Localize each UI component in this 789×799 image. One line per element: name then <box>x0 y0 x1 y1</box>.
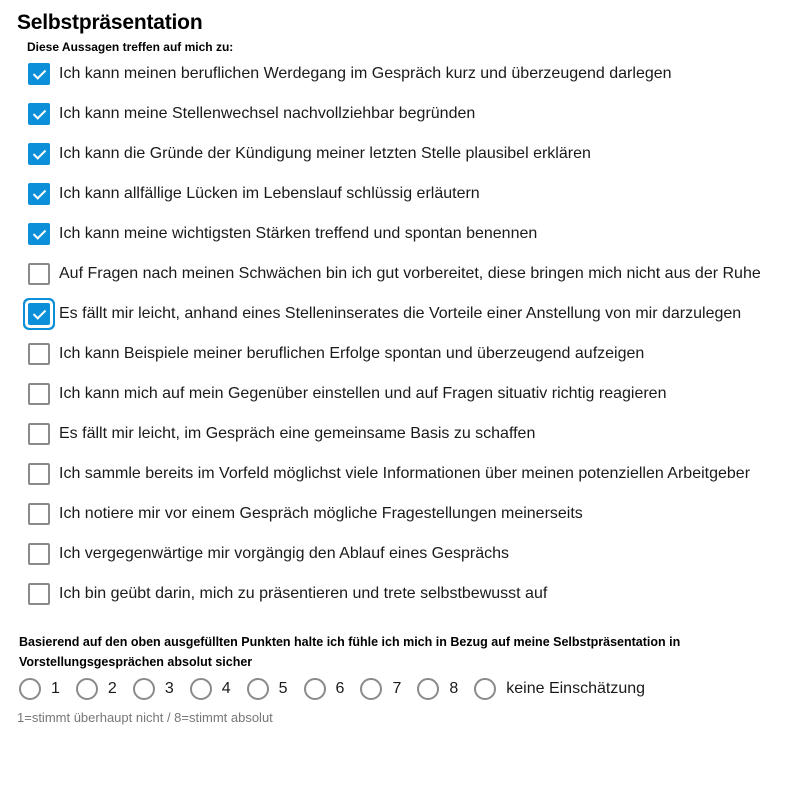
checklist-item[interactable]: Ich kann allfällige Lücken im Lebenslauf… <box>17 182 789 222</box>
checklist-item-label: Ich kann meinen beruflichen Werdegang im… <box>59 65 672 82</box>
rating-option-label: 7 <box>392 680 402 697</box>
rating-option[interactable]: 5 <box>246 678 288 700</box>
checkbox-checked[interactable] <box>28 183 50 205</box>
rating-option-label: 2 <box>107 680 117 697</box>
rating-option-label: 3 <box>164 680 174 697</box>
checklist-item-label: Ich kann allfällige Lücken im Lebenslauf… <box>59 185 480 202</box>
checklist-item[interactable]: Auf Fragen nach meinen Schwächen bin ich… <box>17 262 789 302</box>
checklist-item-label: Auf Fragen nach meinen Schwächen bin ich… <box>59 265 761 282</box>
checkbox-checked[interactable] <box>28 63 50 85</box>
checklist-item[interactable]: Es fällt mir leicht, im Gespräch eine ge… <box>17 422 789 462</box>
checklist-item-label: Ich kann meine Stellenwechsel nachvollzi… <box>59 105 476 122</box>
checklist-item[interactable]: Ich kann Beispiele meiner beruflichen Er… <box>17 342 789 382</box>
radio-button[interactable] <box>303 678 326 700</box>
checklist-item[interactable]: Ich kann mich auf mein Gegenüber einstel… <box>17 382 789 422</box>
checkbox[interactable] <box>28 503 50 525</box>
rating-option[interactable]: 4 <box>189 678 231 700</box>
checkbox-checked[interactable] <box>28 303 50 325</box>
statement-checklist: Ich kann meinen beruflichen Werdegang im… <box>17 62 789 622</box>
checklist-item-label: Es fällt mir leicht, im Gespräch eine ge… <box>59 425 536 442</box>
checkbox[interactable] <box>28 343 50 365</box>
checkbox[interactable] <box>28 423 50 445</box>
checkbox[interactable] <box>28 383 50 405</box>
checklist-item-label: Ich bin geübt darin, mich zu präsentiere… <box>59 585 548 602</box>
checkbox-checked[interactable] <box>28 223 50 245</box>
rating-option[interactable]: 7 <box>360 678 401 700</box>
radio-button[interactable] <box>246 678 269 700</box>
rating-option-label: 8 <box>449 680 459 697</box>
radio-button[interactable] <box>19 678 41 700</box>
checklist-item-label: Es fällt mir leicht, anhand eines Stelle… <box>59 305 742 322</box>
rating-option[interactable]: 2 <box>75 678 117 700</box>
rating-radio-group: 1 2 3 4 5 6 7 8 keine Einschätzung <box>19 678 789 700</box>
rating-option-label: 1 <box>51 680 60 697</box>
rating-question: Basierend auf den oben ausgefüllten Punk… <box>19 635 681 669</box>
checklist-item-label: Ich vergegenwärtige mir vorgängig den Ab… <box>59 545 510 562</box>
rating-option-label: 6 <box>335 680 345 697</box>
page-title: Selbstpräsentation <box>17 11 203 34</box>
rating-option[interactable]: 1 <box>19 678 60 700</box>
checklist-item[interactable]: Ich notiere mir vor einem Gespräch mögli… <box>17 502 789 542</box>
checklist-item[interactable]: Ich kann meinen beruflichen Werdegang im… <box>17 62 789 102</box>
radio-button[interactable] <box>132 678 155 700</box>
checklist-item-label: Ich notiere mir vor einem Gespräch mögli… <box>59 505 583 522</box>
checkbox[interactable] <box>28 463 50 485</box>
checklist-item[interactable]: Ich sammle bereits im Vorfeld möglichst … <box>17 462 789 502</box>
checklist-item[interactable]: Ich kann meine Stellenwechsel nachvollzi… <box>17 102 789 142</box>
checklist-item[interactable]: Ich bin geübt darin, mich zu präsentiere… <box>17 582 789 622</box>
rating-option[interactable]: keine Einschätzung <box>474 678 645 700</box>
checklist-item-label: Ich kann mich auf mein Gegenüber einstel… <box>59 385 667 402</box>
self-presentation-form: Selbstpräsentation Diese Aussagen treffe… <box>0 0 789 725</box>
checkbox-checked[interactable] <box>28 143 50 165</box>
rating-option-label: 4 <box>221 680 231 697</box>
radio-button[interactable] <box>75 678 98 700</box>
checklist-item-label: Ich sammle bereits im Vorfeld möglichst … <box>59 465 751 482</box>
checkbox[interactable] <box>28 543 50 565</box>
radio-button[interactable] <box>417 678 440 700</box>
checklist-item-label: Ich kann meine wichtigsten Stärken treff… <box>59 225 538 242</box>
checklist-item[interactable]: Ich kann die Gründe der Kündigung meiner… <box>17 142 789 182</box>
rating-option-label: keine Einschätzung <box>506 680 646 697</box>
checkbox[interactable] <box>28 263 50 285</box>
checkbox[interactable] <box>28 583 50 605</box>
checklist-item[interactable]: Ich kann meine wichtigsten Stärken treff… <box>17 222 789 262</box>
radio-button[interactable] <box>189 678 212 700</box>
checklist-item[interactable]: Es fällt mir leicht, anhand eines Stelle… <box>17 302 789 342</box>
checklist-item[interactable]: Ich vergegenwärtige mir vorgängig den Ab… <box>17 542 789 582</box>
checklist-item-label: Ich kann Beispiele meiner beruflichen Er… <box>59 345 645 362</box>
rating-option[interactable]: 3 <box>132 678 174 700</box>
rating-option[interactable]: 6 <box>303 678 345 700</box>
rating-scale-hint: 1=stimmt überhaupt nicht / 8=stimmt abso… <box>17 710 273 725</box>
checkbox-checked[interactable] <box>28 103 50 125</box>
section-subtitle: Diese Aussagen treffen auf mich zu: <box>27 40 234 54</box>
radio-button[interactable] <box>360 678 383 700</box>
rating-option-label: 5 <box>278 680 288 697</box>
checklist-item-label: Ich kann die Gründe der Kündigung meiner… <box>59 145 591 162</box>
radio-button[interactable] <box>474 678 497 700</box>
rating-option[interactable]: 8 <box>417 678 458 700</box>
